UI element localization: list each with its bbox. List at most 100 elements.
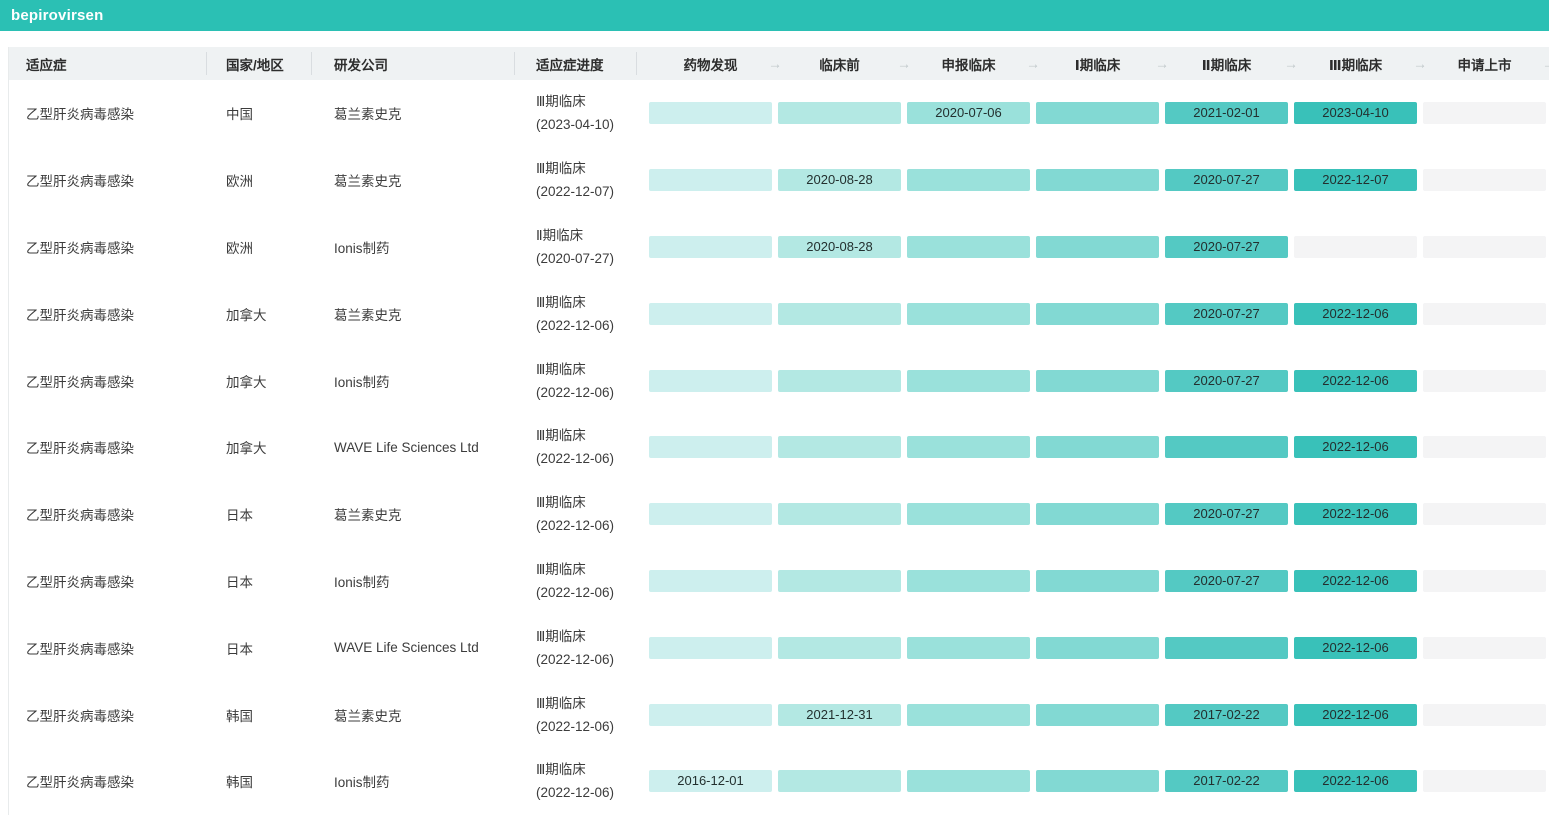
stage-bar-filled[interactable]: 2022-12-06	[1294, 302, 1417, 325]
stage-bar-filled[interactable]	[649, 436, 772, 459]
stage-bar-filled[interactable]	[1036, 703, 1159, 726]
stage-bar-filled[interactable]: 2020-08-28	[778, 169, 901, 192]
stage-bar-filled[interactable]	[1036, 636, 1159, 659]
progress-cell: Ⅱ期临床 (2020-07-27)	[514, 224, 636, 270]
stage-bar-filled[interactable]	[1036, 235, 1159, 258]
stage-bar-filled[interactable]	[907, 436, 1030, 459]
table-row[interactable]: 乙型肝炎病毒感染 中国 葛兰素史克 Ⅲ期临床 (2023-04-10) 2020-07-0…	[9, 80, 1549, 147]
indication-cell: 乙型肝炎病毒感染	[26, 374, 134, 390]
stage-header-label: Ⅲ期临床	[1328, 57, 1383, 73]
stage-bar-empty[interactable]	[1423, 169, 1546, 192]
stage-bar-filled[interactable]	[1036, 302, 1159, 325]
stage-bar-filled[interactable]	[1036, 503, 1159, 526]
column-header-company: 研发公司	[311, 47, 514, 80]
stage-bar-empty[interactable]	[1423, 102, 1546, 125]
stage-bar-empty[interactable]	[1423, 569, 1546, 592]
stage-bar-filled[interactable]: 2017-02-22	[1165, 770, 1288, 793]
stage-bar-filled[interactable]: 2020-07-27	[1165, 302, 1288, 325]
stage-bar-filled[interactable]: 2022-12-07	[1294, 169, 1417, 192]
stage-bar-filled[interactable]	[649, 369, 772, 392]
stage-bar-filled[interactable]	[1165, 436, 1288, 459]
stage-bar-filled[interactable]: 2020-08-28	[778, 235, 901, 258]
stage-bar-filled[interactable]	[1036, 436, 1159, 459]
stage-bar-empty[interactable]	[1294, 235, 1417, 258]
stage-bar-filled[interactable]	[649, 703, 772, 726]
stage-bar-filled[interactable]	[907, 503, 1030, 526]
stage-bar-filled[interactable]: 2022-12-06	[1294, 369, 1417, 392]
stage-bar-filled[interactable]	[649, 169, 772, 192]
stage-bar-filled[interactable]	[907, 169, 1030, 192]
table-row[interactable]: 乙型肝炎病毒感染 韩国 Ionis制药 Ⅲ期临床 (2022-12-06) 2016-12…	[9, 747, 1549, 815]
stage-bar-filled[interactable]: 2022-12-06	[1294, 770, 1417, 793]
stage-bar-filled[interactable]	[907, 636, 1030, 659]
progress-date: (2022-12-06)	[536, 384, 615, 400]
stage-bar-filled[interactable]	[1036, 169, 1159, 192]
stage-header-label: 临床前	[819, 57, 860, 73]
stage-bar-filled[interactable]	[1165, 636, 1288, 659]
stage-bar-filled[interactable]: 2023-04-10	[1294, 102, 1417, 125]
stage-bar-filled[interactable]: 2020-07-27	[1165, 235, 1288, 258]
stage-bar-filled[interactable]	[1036, 569, 1159, 592]
stage-bar-empty[interactable]	[1423, 703, 1546, 726]
table-body: 乙型肝炎病毒感染 中国 葛兰素史克 Ⅲ期临床 (2023-04-10) 2020-07-0…	[9, 80, 1549, 815]
stage-bar-filled[interactable]	[649, 503, 772, 526]
stage-bar-filled[interactable]: 2022-12-06	[1294, 436, 1417, 459]
stage-bar-filled[interactable]	[778, 302, 901, 325]
stage-bar-filled[interactable]	[1036, 770, 1159, 793]
stage-bar-empty[interactable]	[1423, 369, 1546, 392]
table-row[interactable]: 乙型肝炎病毒感染 加拿大 葛兰素史克 Ⅲ期临床 (2022-12-06) 2020-07-…	[9, 280, 1549, 348]
stage-header: 临床前 →	[775, 47, 911, 80]
stage-bar-filled[interactable]: 2020-07-06	[907, 102, 1030, 125]
stage-bar-filled[interactable]	[778, 102, 901, 125]
table-row[interactable]: 乙型肝炎病毒感染 欧洲 Ionis制药 Ⅱ期临床 (2020-07-27) 2020-08…	[9, 213, 1549, 281]
stage-bar-filled[interactable]	[907, 235, 1030, 258]
stage-bar-empty[interactable]	[1423, 436, 1546, 459]
stage-bar-filled[interactable]: 2020-07-27	[1165, 169, 1288, 192]
arrow-right-icon: →	[1542, 54, 1549, 71]
stage-bar-filled[interactable]: 2020-07-27	[1165, 569, 1288, 592]
stage-bar-filled[interactable]: 2022-12-06	[1294, 636, 1417, 659]
stage-bar-filled[interactable]	[1036, 369, 1159, 392]
stage-bar-filled[interactable]: 2021-02-01	[1165, 102, 1288, 125]
table-row[interactable]: 乙型肝炎病毒感染 韩国 葛兰素史克 Ⅲ期临床 (2022-12-06) 2021-12-3…	[9, 681, 1549, 748]
stage-bar-filled[interactable]	[778, 569, 901, 592]
company-cell: Ionis制药	[334, 574, 390, 590]
stage-bar-filled[interactable]	[778, 503, 901, 526]
table-row[interactable]: 乙型肝炎病毒感染 日本 葛兰素史克 Ⅲ期临床 (2022-12-06) 2020-07-2…	[9, 480, 1549, 548]
stage-bar-filled[interactable]	[649, 569, 772, 592]
stage-bar-filled[interactable]	[907, 703, 1030, 726]
stage-bar-empty[interactable]	[1423, 636, 1546, 659]
table-row[interactable]: 乙型肝炎病毒感染 欧洲 葛兰素史克 Ⅲ期临床 (2022-12-07) 2020-08-2…	[9, 146, 1549, 214]
stage-bar-filled[interactable]	[778, 436, 901, 459]
stage-bar-filled[interactable]: 2022-12-06	[1294, 503, 1417, 526]
stage-bar-filled[interactable]	[649, 102, 772, 125]
stage-bar-filled[interactable]: 2022-12-06	[1294, 703, 1417, 726]
stage-bar-filled[interactable]: 2020-07-27	[1165, 369, 1288, 392]
stage-bar-filled[interactable]: 2017-02-22	[1165, 703, 1288, 726]
stage-bar-empty[interactable]	[1423, 770, 1546, 793]
stage-bar-empty[interactable]	[1423, 302, 1546, 325]
stage-bar-filled[interactable]	[1036, 102, 1159, 125]
stage-bar-filled[interactable]: 2022-12-06	[1294, 569, 1417, 592]
stage-bar-filled[interactable]	[907, 302, 1030, 325]
region-cell: 欧洲	[226, 174, 253, 190]
stage-bar-filled[interactable]: 2016-12-01	[649, 770, 772, 793]
stage-bar-empty[interactable]	[1423, 235, 1546, 258]
stage-bar-empty[interactable]	[1423, 503, 1546, 526]
table-row[interactable]: 乙型肝炎病毒感染 加拿大 Ionis制药 Ⅲ期临床 (2022-12-06) 2020-0…	[9, 347, 1549, 414]
table-row[interactable]: 乙型肝炎病毒感染 日本 Ionis制药 Ⅲ期临床 (2022-12-06) 2020-07…	[9, 547, 1549, 615]
stage-bar-filled[interactable]	[649, 636, 772, 659]
stage-bar-filled[interactable]	[649, 235, 772, 258]
stage-bar-filled[interactable]	[778, 369, 901, 392]
table-row[interactable]: 乙型肝炎病毒感染 日本 WAVE Life Sciences Ltd Ⅲ期临床 (202…	[9, 614, 1549, 682]
stage-bar-filled[interactable]	[649, 302, 772, 325]
stage-bar-filled[interactable]	[907, 369, 1030, 392]
stage-bar-filled[interactable]	[778, 770, 901, 793]
stage-bar-filled[interactable]	[778, 636, 901, 659]
stage-bar-filled[interactable]: 2020-07-27	[1165, 503, 1288, 526]
stage-bar-filled[interactable]	[907, 569, 1030, 592]
progress-stage: Ⅲ期临床	[536, 161, 586, 177]
stage-bar-filled[interactable]	[907, 770, 1030, 793]
stage-bar-filled[interactable]: 2021-12-31	[778, 703, 901, 726]
table-row[interactable]: 乙型肝炎病毒感染 加拿大 WAVE Life Sciences Ltd Ⅲ期临床 (20…	[9, 413, 1549, 481]
